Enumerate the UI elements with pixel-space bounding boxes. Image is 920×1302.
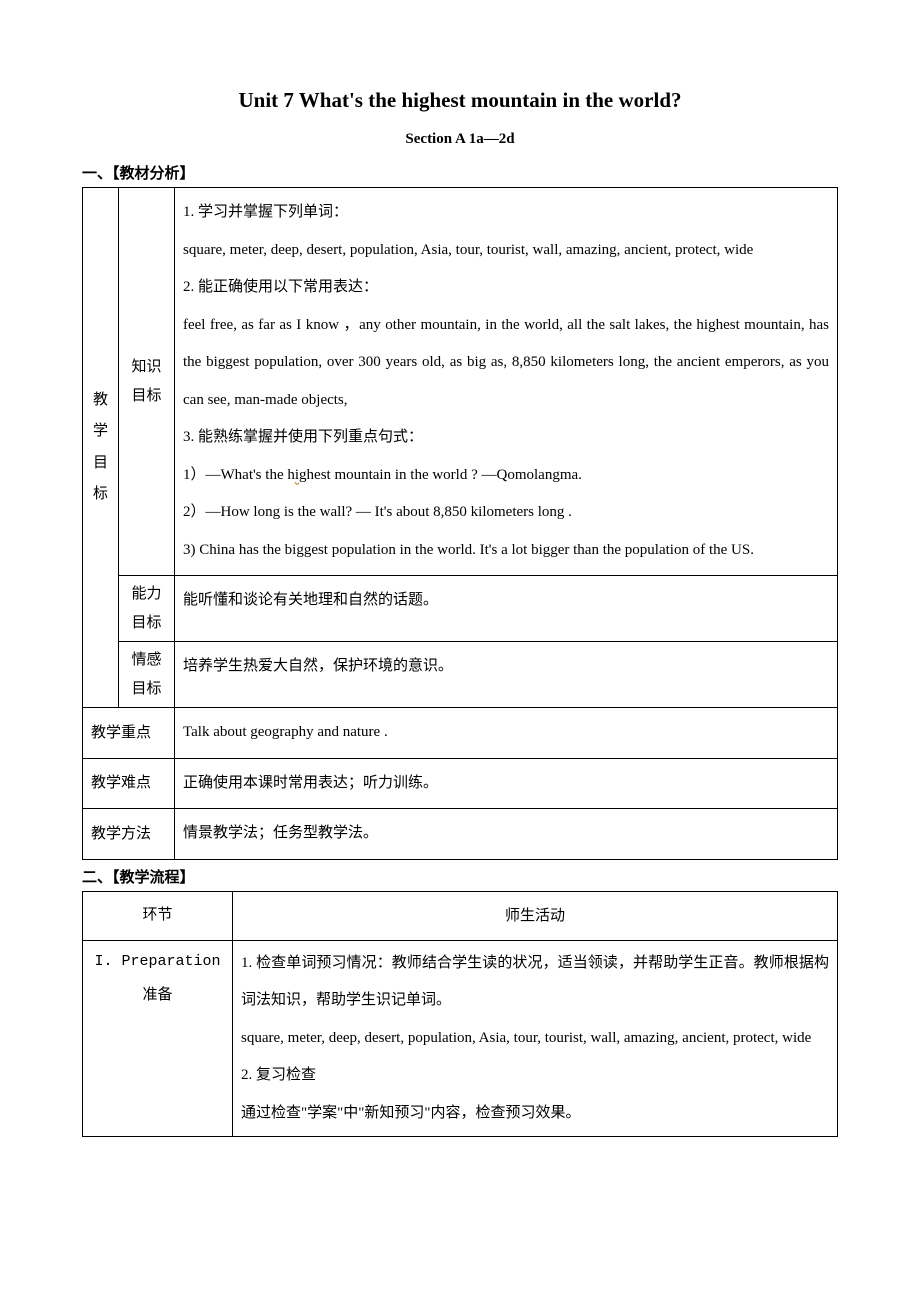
process-table: 环节 师生活动 I. Preparation 准备 1. 检查单词预习情况：教师… — [82, 891, 838, 1138]
col1-header: 环节 — [83, 891, 233, 940]
unit-title: Unit 7 What's the highest mountain in th… — [82, 88, 838, 113]
emotion-label: 情感 目标 — [119, 642, 175, 708]
step-label: I. Preparation 准备 — [83, 940, 233, 1137]
section2-header: 二、【教学流程】 — [82, 866, 838, 887]
knowledge-content: 1. 学习并掌握下列单词： square, meter, deep, deser… — [175, 188, 838, 576]
table-row: I. Preparation 准备 1. 检查单词预习情况：教师结合学生读的状况… — [83, 940, 838, 1137]
goals-label: 教 学 目 标 — [83, 188, 119, 708]
col2-header: 师生活动 — [233, 891, 838, 940]
table-header-row: 环节 师生活动 — [83, 891, 838, 940]
analysis-table: 教 学 目 标 知识 目标 1. 学习并掌握下列单词： square, mete… — [82, 187, 838, 860]
section1-header: 一、【教材分析】 — [82, 162, 838, 183]
emotion-content: 培养学生热爱大自然，保护环境的意识。 — [175, 642, 838, 708]
difficulty-label: 教学难点 — [83, 758, 175, 809]
method-label: 教学方法 — [83, 809, 175, 860]
ability-label: 能力 目标 — [119, 576, 175, 642]
focus-label: 教学重点 — [83, 708, 175, 759]
section-subtitle: Section A 1a—2d — [82, 131, 838, 148]
ability-content: 能听懂和谈论有关地理和自然的话题。 — [175, 576, 838, 642]
step-content: 1. 检查单词预习情况：教师结合学生读的状况，适当领读，并帮助学生正音。教师根据… — [233, 940, 838, 1137]
knowledge-label: 知识 目标 — [119, 188, 175, 576]
method-content: 情景教学法；任务型教学法。 — [175, 809, 838, 860]
focus-content: Talk about geography and nature . — [175, 708, 838, 759]
difficulty-content: 正确使用本课时常用表达；听力训练。 — [175, 758, 838, 809]
